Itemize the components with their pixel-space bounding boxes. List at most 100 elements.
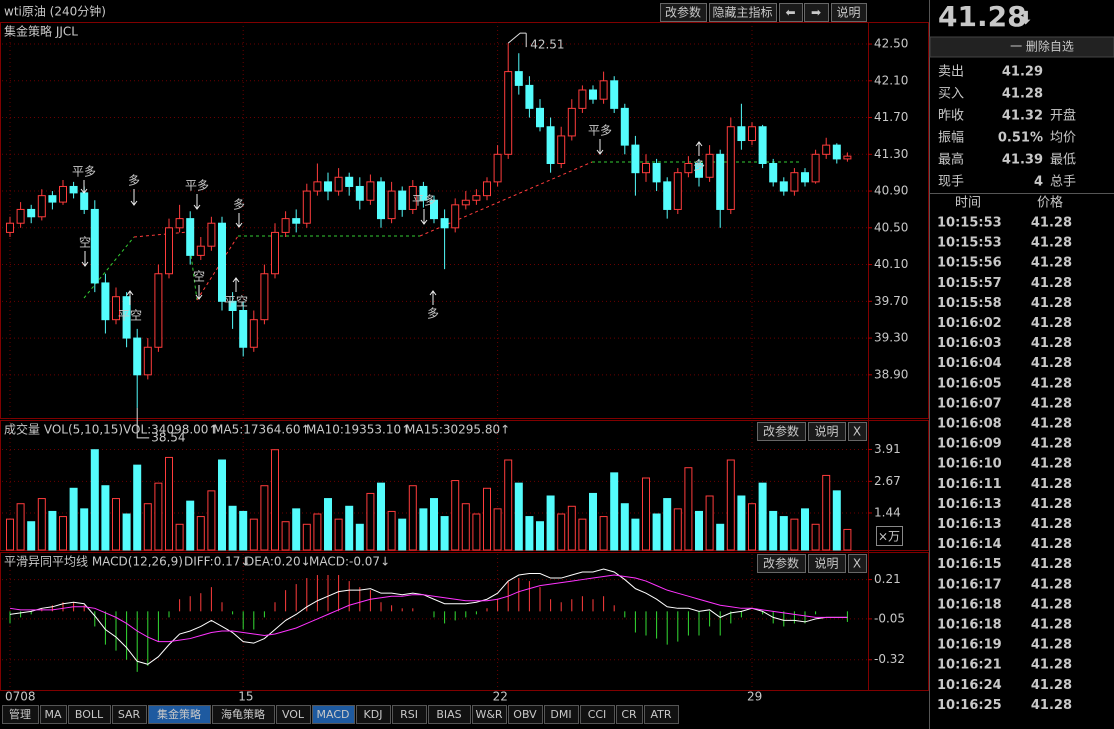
button-label[interactable]: ⬅	[785, 6, 795, 20]
tick-price: 41.28	[1031, 658, 1072, 673]
tab[interactable]	[356, 705, 391, 724]
volume-bar	[122, 513, 131, 551]
tab[interactable]	[616, 705, 643, 724]
last-price: 41.28	[938, 0, 1027, 33]
tick-time: 10:16:19	[937, 638, 1002, 653]
button-label[interactable]: X	[853, 557, 861, 571]
candle-body	[37, 195, 46, 218]
tab-label[interactable]: CR	[621, 708, 637, 721]
tab[interactable]	[40, 705, 67, 724]
button[interactable]	[831, 3, 867, 22]
signal-label: 多	[128, 174, 140, 188]
button[interactable]	[804, 3, 829, 22]
tick-time: 10:16:05	[937, 376, 1002, 391]
tab-label[interactable]: ATR	[650, 708, 671, 721]
button[interactable]	[709, 3, 777, 22]
tab-label[interactable]: MA	[44, 708, 61, 721]
candle-body	[334, 176, 343, 192]
tick-price: 41.28	[1031, 336, 1072, 351]
volume-bar	[239, 510, 248, 551]
candle-body	[249, 319, 258, 348]
tab-label[interactable]: VOL	[282, 708, 305, 721]
tab-label[interactable]: 集金策略	[157, 707, 201, 721]
button[interactable]	[757, 554, 806, 573]
tab[interactable]	[392, 705, 427, 724]
y-tick-label: 39.70	[874, 294, 908, 308]
tab-label[interactable]: CCI	[588, 708, 607, 721]
button[interactable]	[757, 422, 806, 441]
button-label[interactable]: 改参数	[665, 5, 701, 20]
candle-body	[154, 273, 163, 348]
candle-body	[207, 222, 216, 247]
tab[interactable]	[508, 705, 543, 724]
candle-body	[695, 162, 703, 178]
volume-bar	[419, 508, 428, 551]
button[interactable]	[848, 422, 867, 441]
candle-body	[218, 222, 226, 302]
quote-label: 昨收	[938, 109, 964, 124]
volume-bar	[334, 518, 343, 551]
tab[interactable]	[312, 705, 355, 724]
watchlist-button[interactable]	[929, 36, 1114, 58]
quote-label: 最高	[938, 152, 964, 168]
button-label[interactable]: X	[853, 425, 861, 439]
button[interactable]	[779, 3, 803, 22]
tab-label[interactable]: SAR	[118, 708, 141, 721]
tab[interactable]	[544, 705, 579, 724]
tab[interactable]	[212, 705, 275, 724]
volume-bar	[790, 518, 799, 551]
tab-label[interactable]: KDJ	[364, 708, 383, 721]
tick-time: 10:16:02	[937, 316, 1002, 331]
tab[interactable]	[580, 705, 615, 724]
button-label[interactable]: 隐藏主指标	[712, 5, 772, 20]
button-label[interactable]: 说明	[814, 556, 838, 571]
button-label[interactable]: 说明	[814, 424, 838, 439]
candle-body	[811, 153, 820, 183]
candle-body	[59, 185, 67, 203]
y-tick-label: 42.10	[874, 73, 908, 87]
volume-bar	[705, 495, 714, 551]
candle-body	[143, 346, 152, 376]
volume-bar	[69, 487, 78, 551]
volume-bar	[154, 482, 163, 551]
button[interactable]	[808, 422, 846, 441]
tab[interactable]	[2, 705, 39, 724]
y-tick-label: -0.05	[874, 611, 905, 625]
volume-bar	[779, 516, 788, 551]
button[interactable]	[660, 3, 707, 22]
watchlist-label[interactable]: 一 删除自选	[1010, 39, 1074, 54]
tab[interactable]	[276, 705, 311, 724]
candle-body	[430, 199, 438, 220]
tab[interactable]	[472, 705, 507, 724]
signal-label: 多	[427, 307, 439, 321]
tab-label[interactable]: MACD	[317, 708, 350, 721]
button-label[interactable]: ➡	[811, 6, 821, 20]
tab-label[interactable]: 海龟策略	[221, 707, 265, 721]
tab-label[interactable]: DMI	[550, 708, 571, 721]
signal-label: 多	[233, 198, 245, 212]
quote-value: 0.51%	[998, 131, 1043, 146]
tab[interactable]	[112, 705, 147, 724]
button-label[interactable]: 改参数	[763, 556, 799, 571]
tick-price: 41.28	[1031, 497, 1072, 512]
volume-bar	[408, 485, 417, 551]
volume-bar	[281, 521, 290, 551]
button[interactable]	[808, 554, 846, 573]
tab-label[interactable]: BOLL	[75, 708, 104, 721]
tab[interactable]	[428, 705, 471, 724]
tab-label[interactable]: 管理	[9, 707, 31, 721]
tick-price: 41.28	[1031, 356, 1072, 371]
tab[interactable]	[148, 705, 211, 724]
button[interactable]	[848, 554, 867, 573]
tab-label[interactable]: RSI	[400, 708, 418, 721]
button-label[interactable]: 改参数	[763, 424, 799, 439]
candle-body	[90, 208, 99, 284]
tab[interactable]	[644, 705, 679, 724]
tab-label[interactable]: OBV	[513, 708, 537, 721]
button-label[interactable]: 说明	[836, 5, 860, 20]
tab[interactable]	[68, 705, 111, 724]
tab-label[interactable]: BIAS	[436, 708, 461, 721]
panel-title: 平滑异同平均线 MACD(12,26,9)	[4, 555, 183, 569]
tab-label[interactable]: W&R	[475, 708, 502, 721]
